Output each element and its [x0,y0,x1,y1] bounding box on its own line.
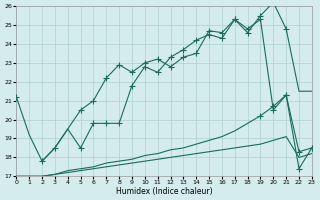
X-axis label: Humidex (Indice chaleur): Humidex (Indice chaleur) [116,187,212,196]
